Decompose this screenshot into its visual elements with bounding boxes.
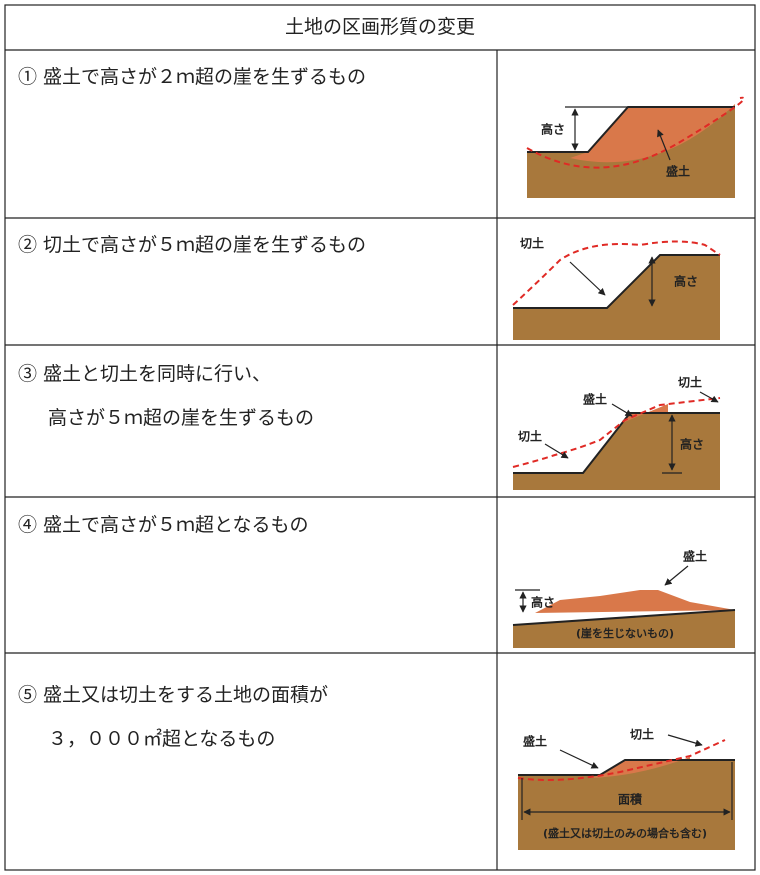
figure-label: (崖を生じないもの) xyxy=(576,626,674,640)
figure-label: 面積 xyxy=(618,792,643,807)
row-text: ② 切土で高さが５ｍ超の崖を生ずるもの xyxy=(18,234,366,256)
figure-label: 切土 xyxy=(678,375,702,390)
row-text: ① 盛土で高さが２ｍ超の崖を生ずるもの xyxy=(18,66,366,88)
row-text: ⑤ 盛土又は切土をする土地の面積が xyxy=(18,684,328,706)
figure-label: 切土 xyxy=(630,727,654,742)
row-text: 高さが５ｍ超の崖を生ずるもの xyxy=(48,407,314,429)
figure-label: (盛土又は切土のみの場合も含む) xyxy=(543,826,707,840)
figure-label: 高さ xyxy=(541,122,565,137)
figure-label: 切土 xyxy=(518,429,542,444)
table-header: 土地の区画形質の変更 xyxy=(285,16,475,38)
figure: 盛土 高さ (崖を生じないもの) xyxy=(512,549,736,648)
row-text: ③ 盛土と切土を同時に行い、 xyxy=(18,363,271,385)
figure-label: 高さ xyxy=(674,274,698,289)
figure-label: 高さ xyxy=(531,595,555,610)
table-grid xyxy=(4,4,756,871)
figure-label: 盛土 xyxy=(683,549,707,564)
figure: 盛土 切土 面積 (盛土又は切土のみの場合も含む) xyxy=(517,727,735,850)
figure-label: 高さ xyxy=(680,437,704,452)
figure-label: 切土 xyxy=(520,236,544,251)
figure: 切土 高さ xyxy=(512,236,721,340)
row-text: ３，０００㎡超となるもの xyxy=(48,727,275,750)
row-text: ④ 盛土で高さが５ｍ超となるもの xyxy=(18,514,308,536)
figure-label: 盛土 xyxy=(583,392,607,407)
figure: 盛土 切土 切土 高さ xyxy=(512,375,721,490)
figure: 高さ 盛土 xyxy=(526,96,745,198)
figure-label: 盛土 xyxy=(523,734,547,749)
figure-label: 盛土 xyxy=(666,164,690,179)
